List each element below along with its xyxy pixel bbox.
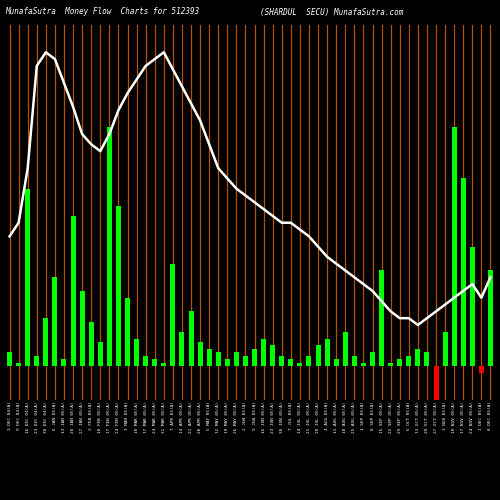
Bar <box>288 359 294 366</box>
Bar <box>216 352 220 366</box>
Bar <box>397 359 402 366</box>
Bar <box>406 356 412 366</box>
Bar <box>116 206 121 366</box>
Bar <box>225 359 230 366</box>
Bar <box>416 349 420 366</box>
Bar <box>488 270 493 366</box>
Bar <box>460 178 466 366</box>
Bar <box>388 362 393 366</box>
Bar <box>470 246 475 366</box>
Bar <box>379 270 384 366</box>
Bar <box>370 352 375 366</box>
Bar <box>261 338 266 366</box>
Text: (SHARDUL  SECU) MunafaSutra.com: (SHARDUL SECU) MunafaSutra.com <box>260 8 404 16</box>
Bar <box>125 298 130 366</box>
Bar <box>234 352 239 366</box>
Bar <box>434 366 438 500</box>
Text: MunafaSutra  Money Flow  Charts for 512393: MunafaSutra Money Flow Charts for 512393 <box>5 8 199 16</box>
Bar <box>306 356 312 366</box>
Bar <box>280 356 284 366</box>
Bar <box>134 338 139 366</box>
Bar <box>352 356 357 366</box>
Bar <box>479 366 484 372</box>
Bar <box>198 342 202 366</box>
Bar <box>442 332 448 366</box>
Bar <box>162 362 166 366</box>
Bar <box>424 352 430 366</box>
Bar <box>170 264 175 366</box>
Bar <box>25 188 30 366</box>
Bar <box>16 362 21 366</box>
Bar <box>180 332 184 366</box>
Bar <box>188 312 194 366</box>
Bar <box>7 352 12 366</box>
Bar <box>88 322 94 366</box>
Bar <box>298 362 302 366</box>
Bar <box>206 349 212 366</box>
Bar <box>143 356 148 366</box>
Bar <box>343 332 348 366</box>
Bar <box>452 128 456 366</box>
Bar <box>62 359 66 366</box>
Bar <box>361 362 366 366</box>
Bar <box>52 278 58 366</box>
Bar <box>34 356 40 366</box>
Bar <box>324 338 330 366</box>
Bar <box>70 216 76 366</box>
Bar <box>334 359 338 366</box>
Bar <box>98 342 103 366</box>
Bar <box>270 346 275 366</box>
Bar <box>243 356 248 366</box>
Bar <box>252 349 257 366</box>
Bar <box>152 359 157 366</box>
Bar <box>316 346 320 366</box>
Bar <box>107 128 112 366</box>
Bar <box>44 318 49 366</box>
Bar <box>80 291 84 366</box>
